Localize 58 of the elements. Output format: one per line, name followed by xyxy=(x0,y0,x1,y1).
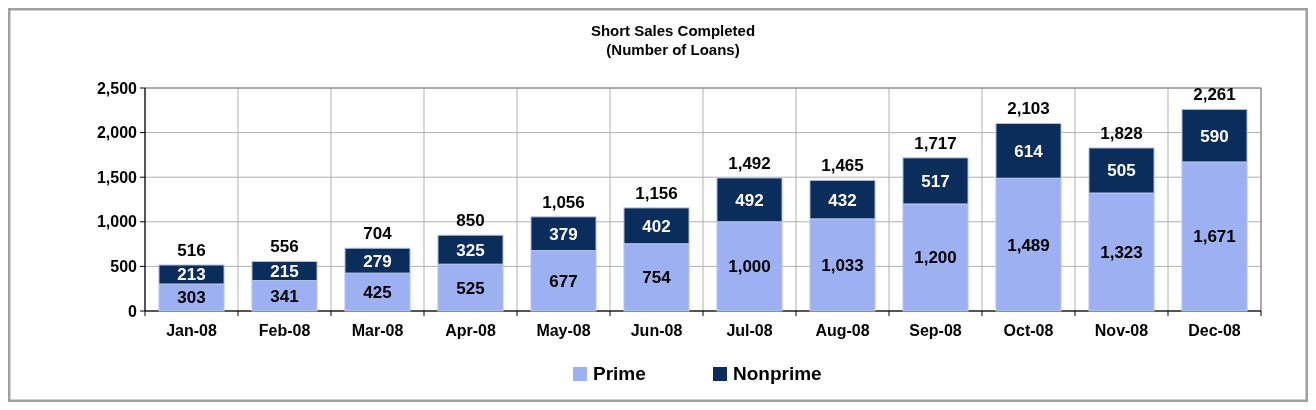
x-tick-label: Jun-08 xyxy=(630,322,683,339)
total-label: 2,103 xyxy=(1007,99,1050,119)
x-tick-label: Feb-08 xyxy=(258,322,311,339)
total-label: 1,156 xyxy=(635,183,678,203)
y-tick-label: 2,500 xyxy=(96,79,138,97)
total-label: 516 xyxy=(177,240,206,260)
data-label: 402 xyxy=(642,216,671,236)
y-tick-label: 1,500 xyxy=(96,168,138,186)
data-label: 505 xyxy=(1107,161,1136,181)
data-label: 379 xyxy=(549,224,578,244)
data-label: 1,200 xyxy=(914,248,957,268)
total-label: 850 xyxy=(456,211,485,231)
chart-title: Short Sales Completed xyxy=(590,22,756,39)
x-tick-label: Apr-08 xyxy=(445,322,496,339)
data-label: 525 xyxy=(456,278,485,298)
x-tick-label: Nov-08 xyxy=(1094,322,1149,339)
data-label: 432 xyxy=(828,190,857,210)
data-label: 517 xyxy=(921,171,950,191)
data-label: 279 xyxy=(363,251,392,271)
data-label: 1,489 xyxy=(1007,235,1050,255)
x-tick-label: Jan-08 xyxy=(166,322,217,339)
y-tick-label: 1,000 xyxy=(96,213,138,231)
data-label: 1,323 xyxy=(1100,242,1143,262)
total-label: 2,261 xyxy=(1193,85,1236,105)
total-label: 704 xyxy=(363,224,393,244)
x-tick-label: Oct-08 xyxy=(1003,322,1054,339)
data-label: 325 xyxy=(456,240,485,260)
legend-label: Prime xyxy=(593,363,646,384)
legend-label: Nonprime xyxy=(733,363,822,384)
total-label: 1,465 xyxy=(821,156,864,176)
data-label: 213 xyxy=(177,265,206,285)
chart-subtitle: (Number of Loans) xyxy=(606,41,740,58)
total-label: 1,717 xyxy=(914,133,957,153)
data-label: 1,000 xyxy=(728,257,771,277)
x-tick-label: Jul-08 xyxy=(726,322,773,339)
data-label: 215 xyxy=(270,261,299,281)
data-label: 677 xyxy=(549,271,578,291)
x-tick-label: Sep-08 xyxy=(909,322,962,339)
y-tick-label: 0 xyxy=(128,302,138,320)
x-tick-label: Aug-08 xyxy=(815,322,870,339)
y-tick-label: 2,000 xyxy=(96,124,138,142)
data-label: 492 xyxy=(735,190,764,210)
total-label: 1,056 xyxy=(542,192,585,212)
y-tick-label: 500 xyxy=(110,258,138,275)
data-label: 1,033 xyxy=(821,255,864,275)
x-tick-label: Mar-08 xyxy=(351,322,404,339)
data-label: 425 xyxy=(363,283,392,302)
data-label: 303 xyxy=(177,288,206,308)
data-label: 614 xyxy=(1014,141,1044,161)
total-label: 1,828 xyxy=(1100,123,1143,143)
data-label: 1,671 xyxy=(1193,227,1236,247)
data-label: 341 xyxy=(270,286,299,306)
data-label: 754 xyxy=(642,268,672,288)
x-tick-label: Dec-08 xyxy=(1188,322,1241,339)
total-label: 1,492 xyxy=(728,153,771,173)
x-tick-label: May-08 xyxy=(536,322,591,339)
data-label: 590 xyxy=(1200,126,1229,146)
total-label: 556 xyxy=(270,237,299,257)
